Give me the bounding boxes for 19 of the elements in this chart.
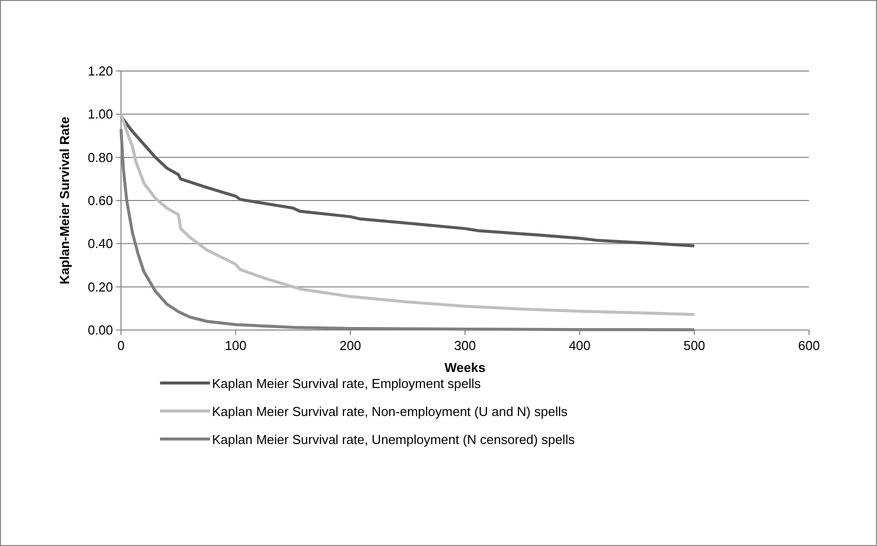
legend-label: Kaplan Meier Survival rate, Non-employment (U and N) spells xyxy=(212,404,568,419)
y-tick-label: 0.20 xyxy=(88,279,113,294)
x-tick-label: 600 xyxy=(798,338,820,353)
legend-label: Kaplan Meier Survival rate, Unemployment (N censored) spells xyxy=(212,432,576,447)
x-tick-label: 0 xyxy=(117,338,125,353)
y-tick-label: 0.40 xyxy=(88,236,113,252)
y-tick-label: 0.60 xyxy=(88,193,113,208)
x-axis-title: Weeks xyxy=(444,360,486,375)
x-tick-label: 500 xyxy=(683,338,706,353)
y-tick-label: 0.80 xyxy=(88,150,113,165)
x-tick-label: 100 xyxy=(224,338,247,353)
y-tick-label: 1.00 xyxy=(88,106,113,122)
x-tick-label: 200 xyxy=(339,338,362,353)
y-tick-label: 1.20 xyxy=(88,64,113,78)
y-axis-title: Kaplan-Meier Survival Rate xyxy=(57,116,72,284)
y-tick-label: 0.00 xyxy=(88,322,113,338)
legend-label: Kaplan Meier Survival rate, Employment spells xyxy=(212,376,482,391)
x-tick-label: 300 xyxy=(454,338,476,353)
x-tick-label: 400 xyxy=(568,338,591,353)
